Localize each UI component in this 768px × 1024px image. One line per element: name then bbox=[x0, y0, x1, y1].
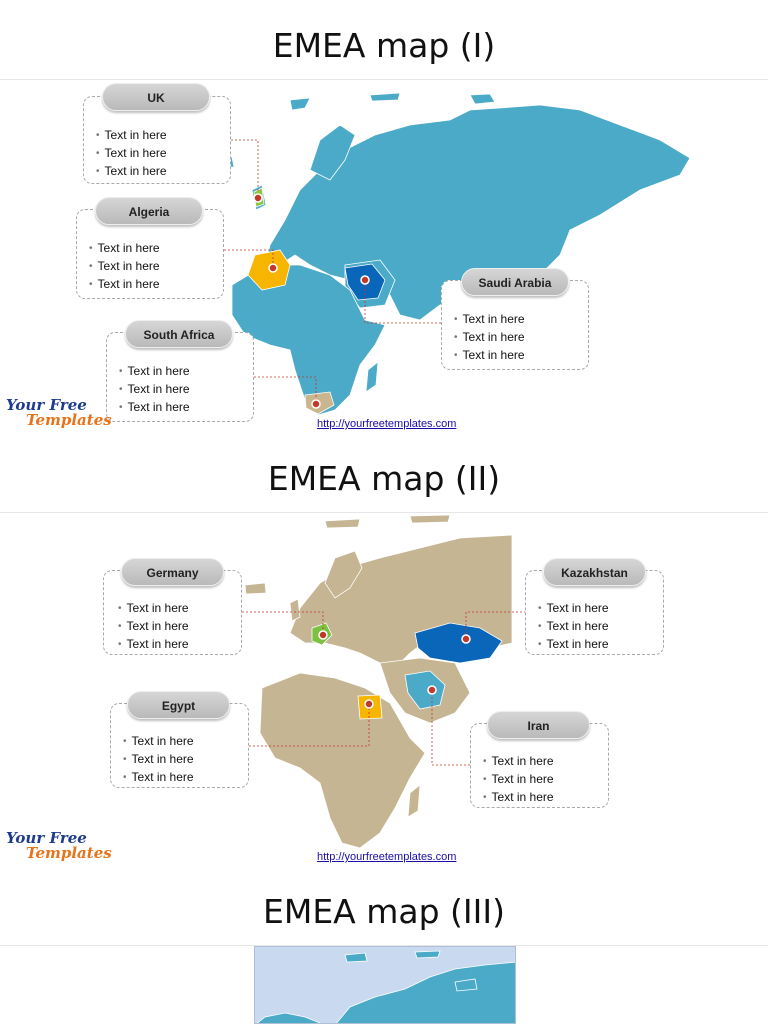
map-2-pins bbox=[318, 630, 471, 709]
section-3-title: EMEA map (III) bbox=[263, 892, 505, 931]
emea-map-3 bbox=[254, 946, 516, 1024]
callout-south-africa-item: Text in here bbox=[119, 399, 190, 417]
link-2[interactable]: http://yourfreetemplates.com bbox=[317, 851, 457, 863]
logo-line1: Your Free bbox=[6, 396, 87, 414]
uk-pin bbox=[253, 193, 263, 203]
callout-egypt-item: Text in here bbox=[123, 751, 194, 769]
callout-germany-item: Text in here bbox=[118, 618, 189, 636]
algeria-pin bbox=[268, 263, 278, 273]
map-3-svg bbox=[256, 950, 515, 1023]
callout-saudi-arabia-item: Text in here bbox=[454, 311, 525, 329]
callout-uk-item: Text in here bbox=[96, 145, 167, 163]
link-1[interactable]: http://yourfreetemplates.com bbox=[317, 418, 457, 430]
section-1-title: EMEA map (I) bbox=[272, 26, 496, 65]
callout-iran-item: Text in here bbox=[483, 753, 554, 771]
callout-uk-item: Text in here bbox=[96, 127, 167, 145]
callout-algeria-item: Text in here bbox=[89, 276, 160, 294]
callout-kazakhstan-item: Text in here bbox=[538, 636, 609, 654]
south-africa-pin bbox=[311, 399, 321, 409]
callout-kazakhstan-item: Text in here bbox=[538, 618, 609, 636]
label-saudi-arabia[interactable]: Saudi Arabia bbox=[461, 268, 569, 296]
logo-line2: Templates bbox=[26, 411, 112, 429]
callout-saudi-arabia-item: Text in here bbox=[454, 329, 525, 347]
callout-egypt-item: Text in here bbox=[123, 733, 194, 751]
callout-egypt-item: Text in here bbox=[123, 769, 194, 787]
callout-iran-item: Text in here bbox=[483, 771, 554, 789]
section-3-divider bbox=[0, 945, 768, 946]
callout-algeria-item: Text in here bbox=[89, 258, 160, 276]
saudi-arabia-pin bbox=[360, 275, 370, 285]
label-egypt[interactable]: Egypt bbox=[127, 691, 230, 719]
callout-south-africa-item: Text in here bbox=[119, 381, 190, 399]
map-3-landmass bbox=[256, 950, 515, 1023]
label-iran[interactable]: Iran bbox=[487, 711, 590, 739]
iran-highlight[interactable] bbox=[404, 670, 446, 710]
logo-line1: Your Free bbox=[6, 829, 87, 847]
label-germany[interactable]: Germany bbox=[121, 558, 224, 586]
map-1-pins bbox=[253, 193, 370, 409]
logo-line2: Templates bbox=[26, 844, 112, 862]
emea-map-1 bbox=[213, 92, 691, 416]
callout-saudi-arabia-item: Text in here bbox=[454, 347, 525, 365]
callout-south-africa-item: Text in here bbox=[119, 363, 190, 381]
egypt-pin bbox=[364, 699, 374, 709]
callout-uk: Text in here Text in here Text in here bbox=[83, 96, 231, 184]
callout-kazakhstan-item: Text in here bbox=[538, 600, 609, 618]
callout-uk-item: Text in here bbox=[96, 163, 167, 181]
iran-pin bbox=[427, 685, 437, 695]
label-uk[interactable]: UK bbox=[102, 83, 210, 111]
section-2-title: EMEA map (II) bbox=[267, 459, 501, 498]
callout-germany-item: Text in here bbox=[118, 636, 189, 654]
callout-algeria: Text in here Text in here Text in here bbox=[76, 209, 224, 299]
emea-map-2 bbox=[242, 514, 526, 849]
callout-algeria-item: Text in here bbox=[89, 240, 160, 258]
callout-iran-item: Text in here bbox=[483, 789, 554, 807]
logo-1: Your Free Templates bbox=[6, 396, 112, 436]
label-south-africa[interactable]: South Africa bbox=[125, 320, 233, 348]
kazakhstan-pin bbox=[461, 634, 471, 644]
section-2-divider bbox=[0, 512, 768, 513]
callout-germany-item: Text in here bbox=[118, 600, 189, 618]
label-algeria[interactable]: Algeria bbox=[95, 197, 203, 225]
kazakhstan-highlight[interactable] bbox=[414, 622, 503, 664]
map-2-landmass bbox=[244, 514, 513, 849]
germany-pin bbox=[318, 630, 328, 640]
label-kazakhstan[interactable]: Kazakhstan bbox=[543, 558, 646, 586]
map-2-leader-lines bbox=[242, 611, 526, 766]
section-1-divider bbox=[0, 79, 768, 80]
logo-2: Your Free Templates bbox=[6, 829, 112, 869]
map-1-leader-lines bbox=[224, 139, 441, 404]
